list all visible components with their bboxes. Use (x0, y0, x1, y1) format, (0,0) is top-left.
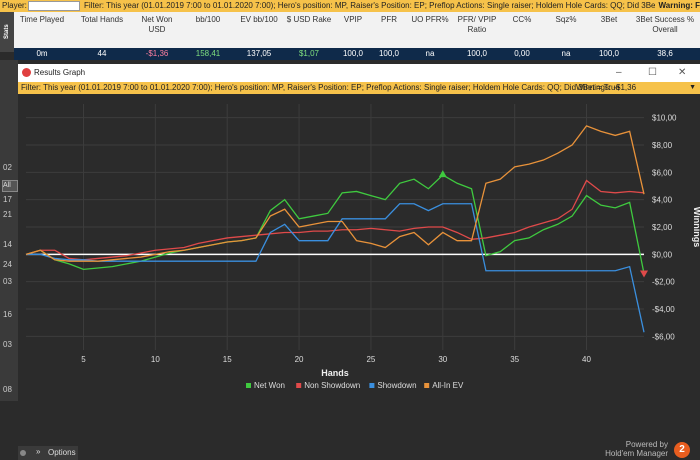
stats-row-cell: -$1,36 (145, 49, 169, 58)
stats-header-cell[interactable]: PFR/ VPIP Ratio (457, 15, 497, 34)
legend-label: Showdown (377, 381, 416, 390)
y-tick-label: -$4,00 (652, 305, 675, 314)
stats-row-cell: 158,41 (195, 49, 221, 58)
x-tick-label: 10 (151, 355, 160, 364)
x-tick-label: 40 (582, 355, 591, 364)
stats-header-cell[interactable]: UO PFR% (411, 15, 449, 24)
stats-header-cell[interactable]: VPIP (343, 15, 363, 24)
legend-swatch (296, 383, 302, 388)
all-dropdown[interactable]: All (2, 180, 18, 192)
left-strip-label: 08 (3, 385, 12, 394)
stats-table-row[interactable]: 0m 44 -$1,36 158,41 137,05 $1,07 100,0 100,0 na 1… (14, 48, 700, 60)
stats-tab[interactable]: Stats (0, 12, 14, 52)
stats-row-cell: 38,6 (657, 49, 673, 58)
stats-header-cell[interactable]: bb/100 (195, 15, 221, 24)
x-tick-label: 35 (510, 355, 519, 364)
warning-label[interactable]: Warning: F (654, 0, 700, 12)
options-label: Options (48, 448, 76, 457)
y-tick-label: $2,00 (652, 223, 673, 232)
stats-row-cell: 100,0 (342, 49, 364, 58)
legend-label: Net Won (254, 381, 285, 390)
stats-header-cell[interactable]: Net Won USD (141, 15, 173, 34)
stats-header-cell[interactable]: $ USD Rake (286, 15, 332, 24)
x-axis-label: Hands (321, 368, 349, 378)
stats-header-cell[interactable]: PFR (381, 15, 397, 24)
y-tick-label: $8,00 (652, 141, 673, 150)
results-graph-window: Results Graph – ☐ ✕ Filter: This year (0… (18, 64, 700, 460)
left-strip-label: 14 (3, 240, 12, 249)
winnings-summary: Winnings: -$1,36 (576, 83, 637, 92)
top-filter-bar: Player: Filter: This year (01.01.2019 7:… (0, 0, 700, 12)
legend-label: All-In EV (432, 381, 464, 390)
brand-name: Hold'em Manager (605, 449, 668, 458)
x-tick-label: 5 (81, 355, 86, 364)
stats-header-cell[interactable]: Time Played (19, 15, 65, 24)
player-input[interactable] (28, 1, 80, 11)
legend-swatch (424, 383, 430, 388)
marker-triangle-down (640, 270, 648, 278)
stats-header-cell[interactable]: 3Bet Success % Overall (635, 15, 695, 34)
series-line-showdown (26, 203, 645, 333)
legend-swatch (369, 383, 375, 388)
powered-by-label: Powered by (625, 440, 668, 449)
left-strip-label: 24 (3, 260, 12, 269)
y-tick-label: $6,00 (652, 168, 673, 177)
stats-header-cell[interactable]: 3Bet (600, 15, 618, 24)
stats-row-cell: na (561, 49, 571, 58)
stats-row-cell: na (425, 49, 435, 58)
stats-header-cell[interactable]: EV bb/100 (240, 15, 278, 24)
left-strip: All 02 17 21 14 24 03 16 03 08 (0, 60, 18, 401)
window-title: Results Graph (34, 68, 86, 77)
y-tick-label: $4,00 (652, 196, 673, 205)
x-tick-label: 25 (366, 355, 375, 364)
stats-row-cell: 137,05 (246, 49, 272, 58)
results-chart: 5 10 15 20 25 30 35 40 $10,00 $8,00 $6,00 $4,00 $2,0… (25, 104, 700, 390)
stats-row-cell: 0m (36, 49, 48, 58)
minimize-button[interactable]: – (616, 67, 622, 78)
options-icon (20, 450, 26, 456)
stats-header-cell[interactable]: Total Hands (80, 15, 124, 24)
marker-triangle-up (438, 170, 447, 178)
window-filter-bar[interactable]: Filter: This year (01.01.2019 7:00 to 01… (18, 82, 700, 94)
stats-row-cell: 100,0 (466, 49, 488, 58)
x-tick-label: 30 (438, 355, 447, 364)
top-filter-text[interactable]: Filter: This year (01.01.2019 7:00 to 01… (84, 1, 683, 10)
stats-header-cell[interactable]: CC% (512, 15, 532, 24)
app-icon (22, 68, 31, 77)
brand-text: Powered by Hold'em Manager (605, 440, 668, 458)
x-tick-label: 15 (223, 355, 232, 364)
stats-row-cell: 0,00 (514, 49, 530, 58)
left-strip-label: 16 (3, 310, 12, 319)
y-axis-label: Winnings (692, 207, 700, 247)
series-line-net-won (25, 174, 645, 274)
x-tick-label: 20 (295, 355, 304, 364)
left-strip-label: 03 (3, 277, 12, 286)
series-line-all-in-ev (25, 125, 645, 262)
player-label: Player: (2, 1, 27, 10)
y-tick-label: $0,00 (652, 250, 673, 259)
window-titlebar: Results Graph – ☐ ✕ (18, 64, 700, 82)
left-strip-label: 03 (3, 340, 12, 349)
options-button[interactable]: » Options (18, 446, 78, 460)
left-strip-label: 02 (3, 163, 12, 172)
chevron-down-icon[interactable]: ▼ (689, 84, 696, 91)
chevron-right-icon: » (36, 447, 41, 456)
left-strip-label: 21 (3, 210, 12, 219)
stats-row-cell: $1,07 (298, 49, 320, 58)
legend-swatch (246, 383, 251, 388)
y-tick-label: -$2,00 (652, 278, 675, 287)
stats-header-cell[interactable]: Sqz% (555, 15, 577, 24)
stats-row-cell: 44 (97, 49, 107, 58)
stats-row-cell: 100,0 (378, 49, 400, 58)
y-tick-label: -$6,00 (652, 332, 675, 341)
legend-label: Non Showdown (304, 381, 360, 390)
stats-row-cell: 100,0 (598, 49, 620, 58)
stats-table-header: Time Played Total Hands Net Won USD bb/100 E… (14, 12, 700, 48)
maximize-button[interactable]: ☐ (648, 67, 657, 78)
left-strip-label: 17 (3, 195, 12, 204)
brand-logo: 2 (674, 442, 690, 458)
close-button[interactable]: ✕ (678, 67, 687, 78)
window-filter-text: Filter: This year (01.01.2019 7:00 to 01… (21, 83, 620, 92)
y-tick-label: $10,00 (652, 114, 677, 123)
